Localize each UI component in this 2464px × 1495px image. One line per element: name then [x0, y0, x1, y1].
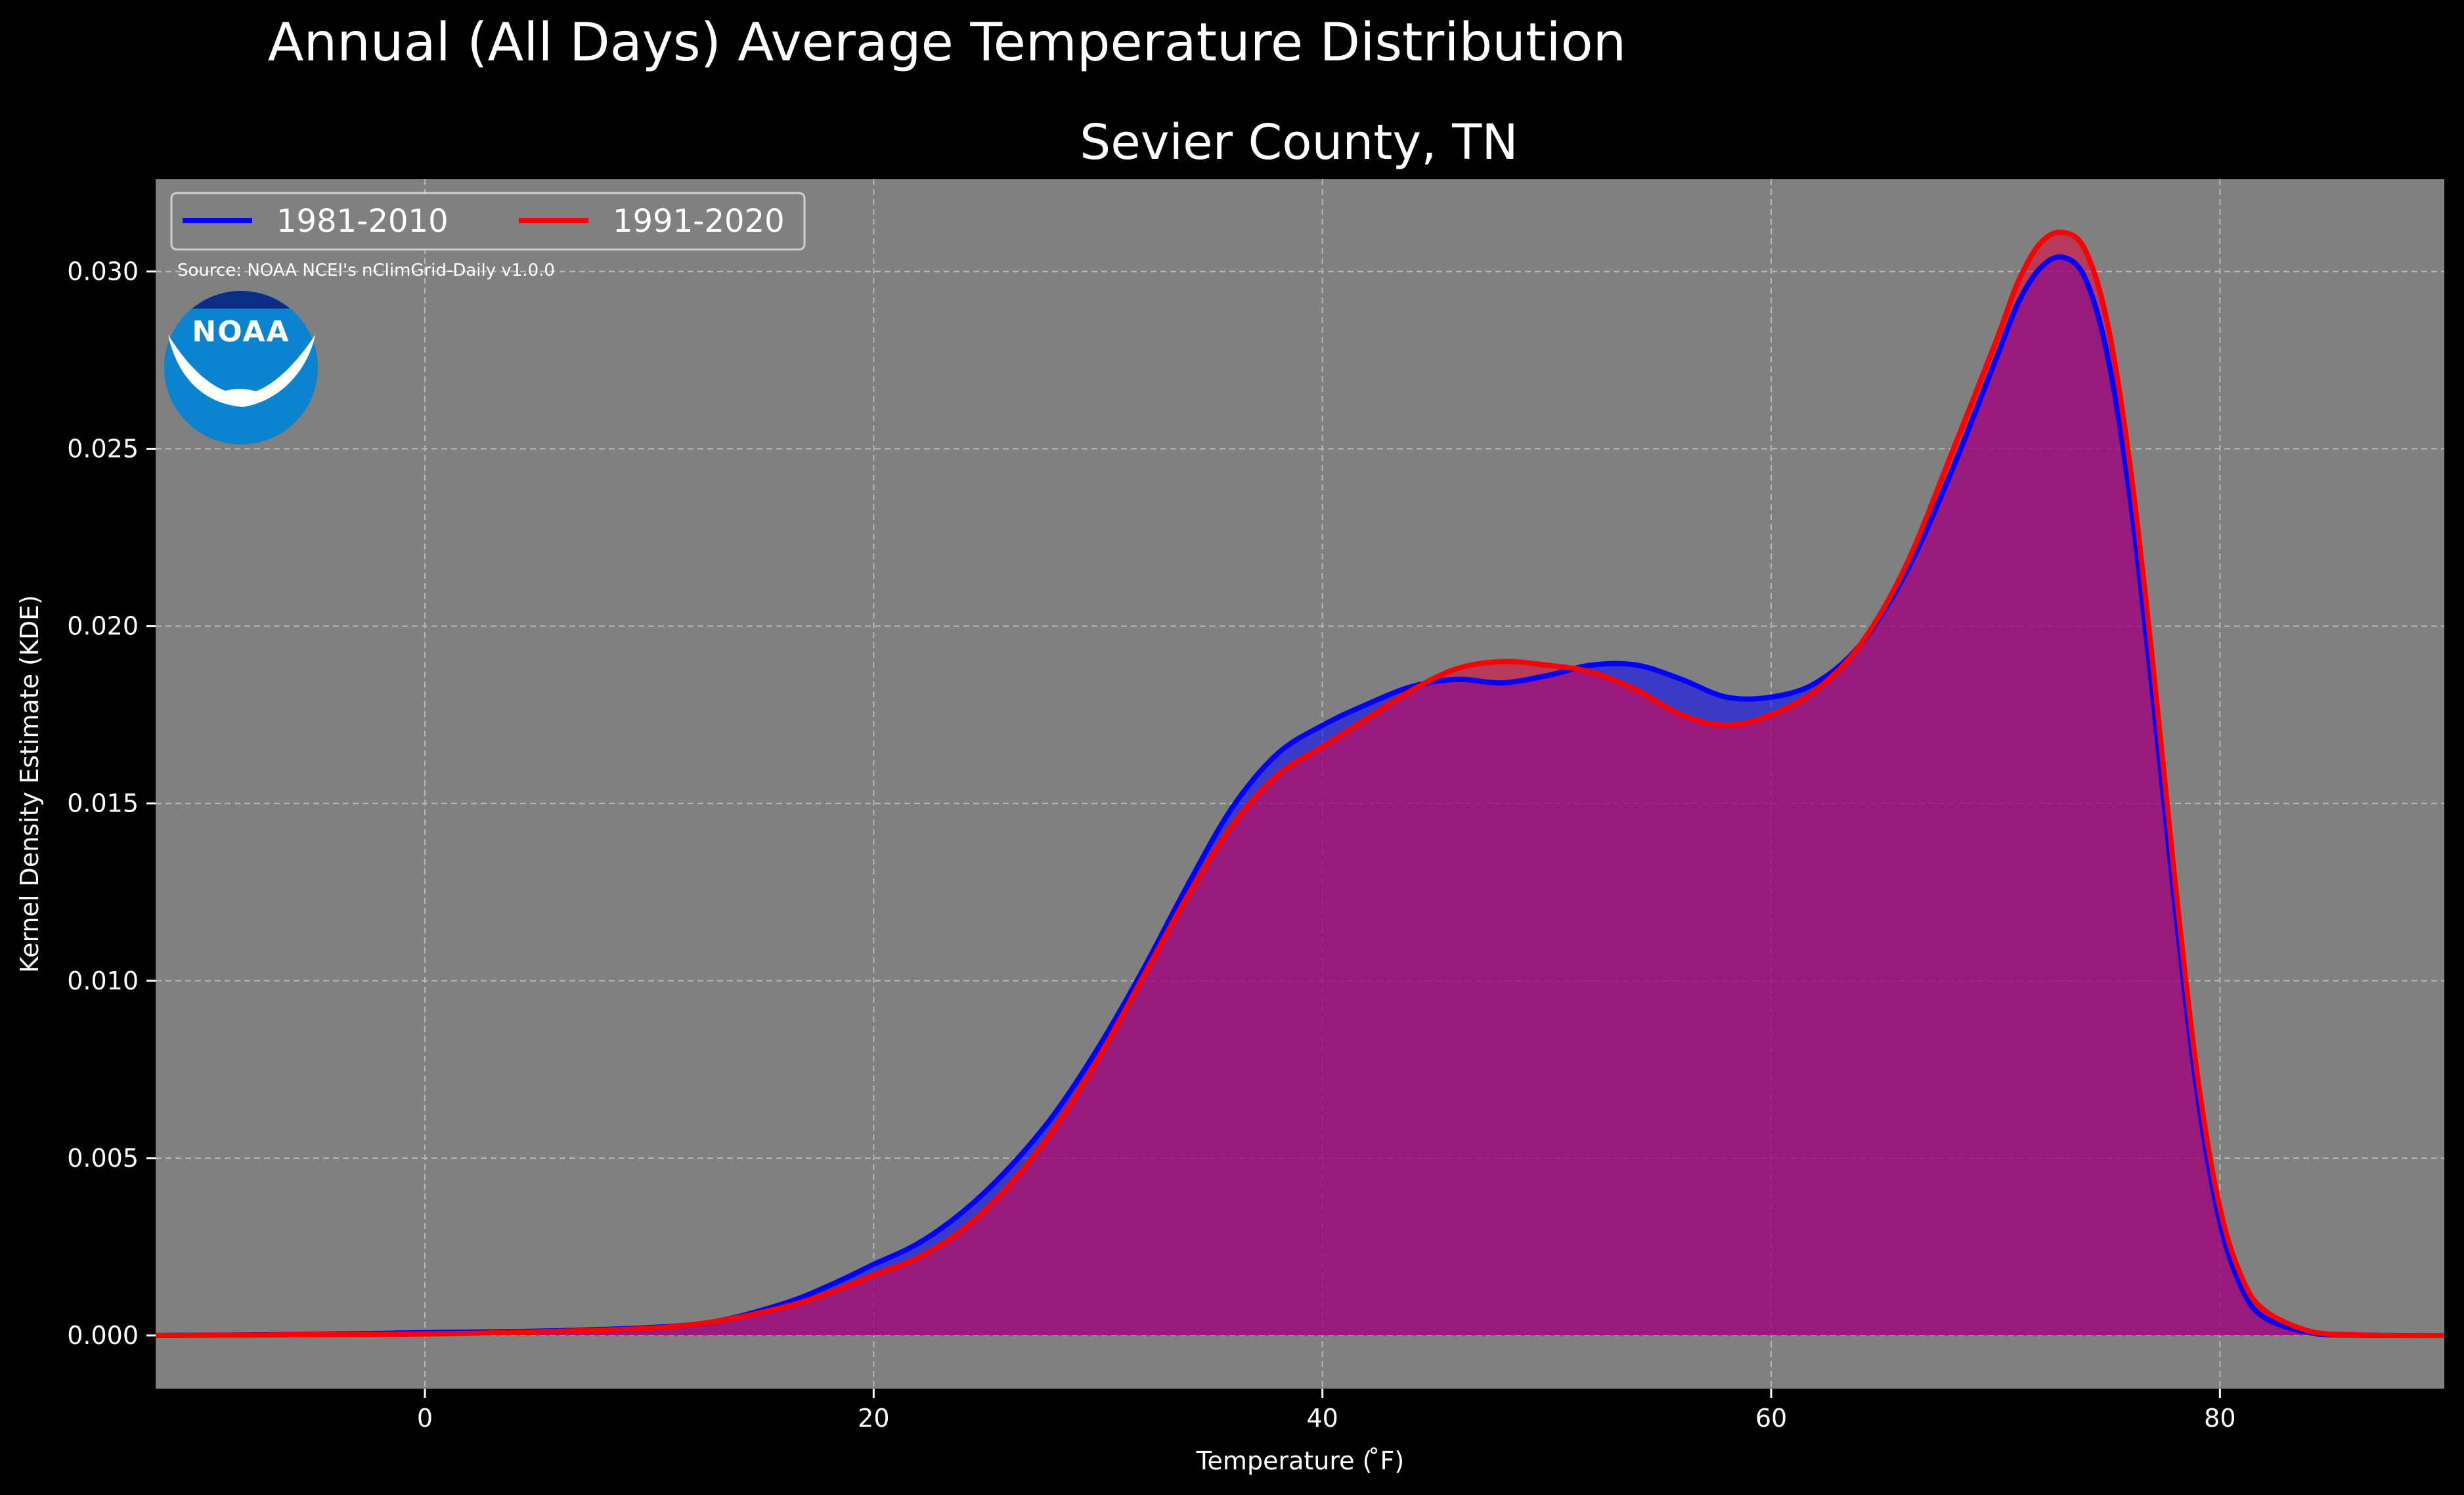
- x-tick-label: 0: [417, 1404, 433, 1433]
- source-note: Source: NOAA NCEI's nClimGrid-Daily v1.0…: [177, 261, 555, 280]
- x-tick-label: 60: [1755, 1404, 1787, 1433]
- legend-box: [170, 192, 806, 251]
- y-tick-label: 0.015: [67, 789, 139, 818]
- y-tick-label: 0.030: [67, 257, 139, 286]
- y-tick-label: 0.010: [67, 966, 139, 995]
- noaa-logo: NOAA: [164, 291, 318, 444]
- series-fill-1991-2020: [156, 232, 2444, 1336]
- legend-label-1981-2010: 1981-2010: [276, 203, 449, 240]
- axis-ticks: 0 20 40 60 80 0.000 0.005 0.010 0.015 0.020 0.025 0…: [67, 257, 2235, 1433]
- series-line-1991-2020: [155, 229, 2445, 1339]
- y-tick-label: 0.000: [67, 1321, 139, 1350]
- legend: 1981-2010 1991-2020: [170, 192, 806, 251]
- series-line-1981-2010: [155, 254, 2445, 1339]
- series-fills: [156, 232, 2444, 1336]
- legend-label-1991-2020: 1991-2020: [613, 203, 785, 240]
- y-tick-label: 0.020: [67, 612, 139, 641]
- series-lines: [155, 229, 2445, 1339]
- x-tick-label: 20: [858, 1404, 889, 1433]
- y-tick-label: 0.025: [67, 435, 139, 464]
- x-tick-label: 40: [1306, 1404, 1338, 1433]
- x-tick-label: 80: [2204, 1404, 2235, 1433]
- chart-subtitle: Sevier County, TN: [1080, 114, 1518, 171]
- noaa-logo-text: NOAA: [192, 315, 290, 349]
- y-axis-label: Kernel Density Estimate (KDE): [15, 595, 44, 973]
- chart-title: Annual (All Days) Average Temperature Di…: [268, 12, 1626, 73]
- x-axis-label: Temperature ( ̊F): [1196, 1446, 1404, 1475]
- y-tick-label: 0.005: [67, 1144, 139, 1173]
